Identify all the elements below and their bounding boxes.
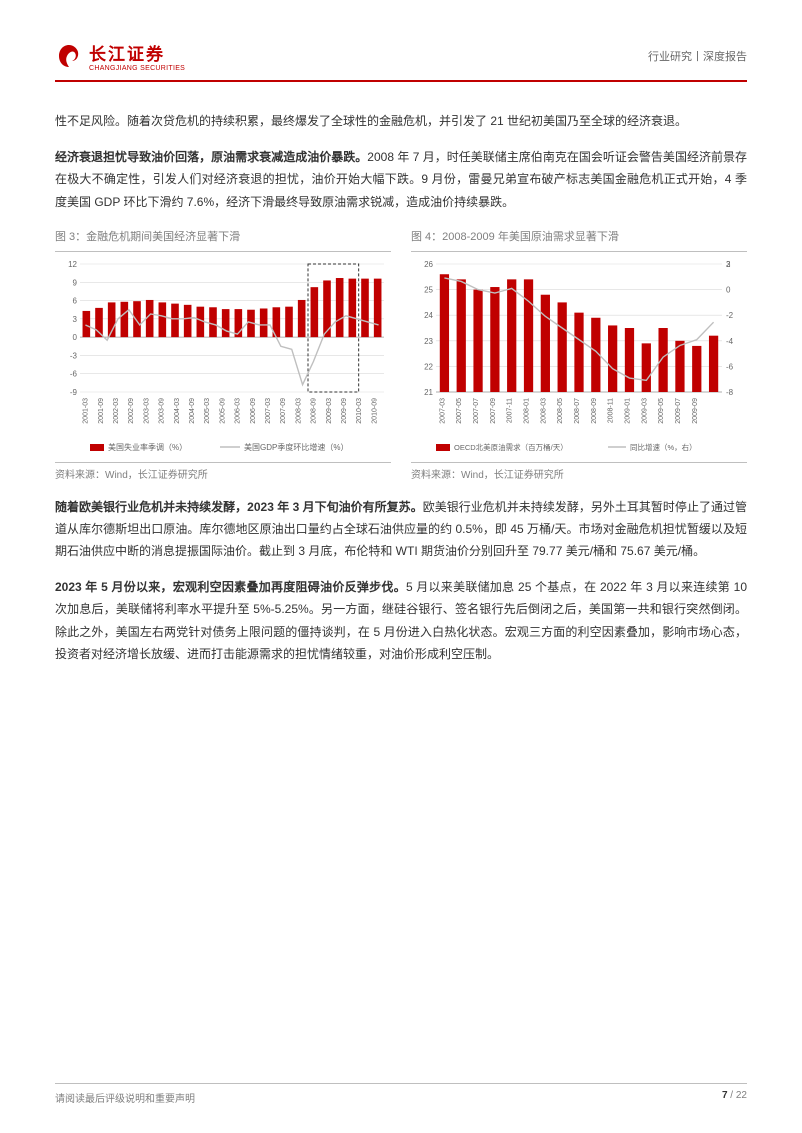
svg-text:-8: -8 xyxy=(726,388,734,397)
footer-disclaimer: 请阅读最后评级说明和重要声明 xyxy=(55,1090,195,1105)
page-footer: 请阅读最后评级说明和重要声明 7 / 22 xyxy=(55,1083,747,1105)
svg-text:2008-01: 2008-01 xyxy=(524,398,531,424)
svg-text:-3: -3 xyxy=(70,352,78,361)
svg-text:2007-03: 2007-03 xyxy=(265,398,272,424)
svg-text:2006-09: 2006-09 xyxy=(250,398,257,424)
paragraph-1: 性不足风险。随着次贷危机的持续积累，最终爆发了全球性的金融危机，并引发了 21 … xyxy=(55,110,747,132)
svg-text:24: 24 xyxy=(424,311,433,320)
svg-text:26: 26 xyxy=(424,260,433,269)
svg-text:-6: -6 xyxy=(70,370,78,379)
svg-text:2005-03: 2005-03 xyxy=(204,398,211,424)
svg-text:0: 0 xyxy=(726,286,731,295)
svg-text:2010-03: 2010-03 xyxy=(356,398,363,424)
svg-text:2007-09: 2007-09 xyxy=(490,398,497,424)
chart4-svg: 212223242526-8-6-4-20232007-032007-05200… xyxy=(411,258,747,458)
svg-text:2007-11: 2007-11 xyxy=(507,398,514,423)
svg-text:2008-09: 2008-09 xyxy=(311,398,318,424)
svg-text:2007-05: 2007-05 xyxy=(456,398,463,424)
svg-text:2001-03: 2001-03 xyxy=(83,398,90,424)
chart3-source: 资料来源：Wind，长江证券研究所 xyxy=(55,462,391,486)
svg-text:2008-09: 2008-09 xyxy=(591,398,598,424)
svg-text:25: 25 xyxy=(424,286,433,295)
page-header: 长江证券 CHANGJIANG SECURITIES 行业研究丨深度报告 xyxy=(55,40,747,82)
svg-text:2009-01: 2009-01 xyxy=(624,398,631,424)
chart4-title: 图 4：2008-2009 年美国原油需求显著下滑 xyxy=(411,227,747,252)
svg-text:6: 6 xyxy=(73,297,78,306)
svg-text:2004-03: 2004-03 xyxy=(174,398,181,424)
svg-text:-6: -6 xyxy=(726,362,734,371)
svg-text:2009-09: 2009-09 xyxy=(341,398,348,424)
svg-text:22: 22 xyxy=(424,362,433,371)
svg-text:3: 3 xyxy=(726,260,731,269)
svg-text:2008-11: 2008-11 xyxy=(608,398,615,423)
svg-text:2003-09: 2003-09 xyxy=(159,398,166,424)
brand-name-cn: 长江证券 xyxy=(89,40,185,65)
p4-lead: 2023 年 5 月份以来，宏观利空因素叠加再度阻碍油价反弹步伐。 xyxy=(55,580,406,594)
charts-row: 图 3：金融危机期间美国经济显著下滑 -9 -6 -3 0 3 6 9 12 2001-03 20… xyxy=(55,227,747,486)
svg-text:美国GDP季度环比增速（%）: 美国GDP季度环比增速（%） xyxy=(244,442,348,452)
svg-text:2007-07: 2007-07 xyxy=(473,398,480,424)
svg-text:2009-03: 2009-03 xyxy=(641,398,648,424)
svg-text:同比增速（%，右）: 同比增速（%，右） xyxy=(630,442,697,452)
doc-category: 行业研究丨深度报告 xyxy=(648,48,747,64)
chart4-source: 资料来源：Wind，长江证券研究所 xyxy=(411,462,747,486)
svg-text:2002-03: 2002-03 xyxy=(113,398,120,424)
chart-4: 图 4：2008-2009 年美国原油需求显著下滑 21 22 23 24 25 26 -8… xyxy=(411,227,747,486)
paragraph-4: 2023 年 5 月份以来，宏观利空因素叠加再度阻碍油价反弹步伐。5 月以来美联… xyxy=(55,576,747,665)
svg-text:2009-05: 2009-05 xyxy=(658,398,665,424)
svg-text:9: 9 xyxy=(73,278,78,287)
svg-text:2009-03: 2009-03 xyxy=(326,398,333,424)
p2-lead: 经济衰退担忧导致油价回落，原油需求衰减造成油价暴跌。 xyxy=(55,150,367,164)
svg-text:2008-03: 2008-03 xyxy=(540,398,547,424)
svg-text:2009-07: 2009-07 xyxy=(675,398,682,424)
svg-text:美国失业率季调（%）: 美国失业率季调（%） xyxy=(108,442,187,452)
svg-text:-4: -4 xyxy=(726,337,734,346)
svg-text:2008-03: 2008-03 xyxy=(295,398,302,424)
svg-text:2008-07: 2008-07 xyxy=(574,398,581,424)
svg-text:-2: -2 xyxy=(726,311,734,320)
svg-text:2007-09: 2007-09 xyxy=(280,398,287,424)
brand-logo: 长江证券 CHANGJIANG SECURITIES xyxy=(55,40,185,72)
svg-text:21: 21 xyxy=(424,388,433,397)
svg-text:2008-05: 2008-05 xyxy=(557,398,564,424)
brand-name-en: CHANGJIANG SECURITIES xyxy=(89,65,185,72)
svg-text:2003-03: 2003-03 xyxy=(143,398,150,424)
svg-text:12: 12 xyxy=(68,260,77,269)
svg-text:2005-09: 2005-09 xyxy=(219,398,226,424)
svg-text:2004-09: 2004-09 xyxy=(189,398,196,424)
p3-lead: 随着欧美银行业危机并未持续发酵，2023 年 3 月下旬油价有所复苏。 xyxy=(55,500,423,514)
chart3-svg: -9 -6 -3 0 3 6 9 12 2001-03 2001-09 2002-03 2002-09… xyxy=(55,258,391,458)
svg-text:-9: -9 xyxy=(70,388,78,397)
page-number: 7 / 22 xyxy=(722,1090,747,1105)
chart3-title: 图 3：金融危机期间美国经济显著下滑 xyxy=(55,227,391,252)
svg-text:OECD北美原油需求（百万桶/天）: OECD北美原油需求（百万桶/天） xyxy=(454,442,568,452)
svg-text:2010-09: 2010-09 xyxy=(371,398,378,424)
phoenix-icon xyxy=(55,42,83,70)
body-content: 性不足风险。随着次贷危机的持续积累，最终爆发了全球性的金融危机，并引发了 21 … xyxy=(55,110,747,665)
svg-text:23: 23 xyxy=(424,337,433,346)
svg-text:2006-03: 2006-03 xyxy=(235,398,242,424)
chart-3: 图 3：金融危机期间美国经济显著下滑 -9 -6 -3 0 3 6 9 12 2001-03 20… xyxy=(55,227,391,486)
svg-text:0: 0 xyxy=(73,333,78,342)
svg-text:2007-03: 2007-03 xyxy=(439,398,446,424)
svg-text:2001-09: 2001-09 xyxy=(98,398,105,424)
svg-text:2009-09: 2009-09 xyxy=(692,398,699,424)
paragraph-3: 随着欧美银行业危机并未持续发酵，2023 年 3 月下旬油价有所复苏。欧美银行业… xyxy=(55,496,747,563)
svg-text:2002-09: 2002-09 xyxy=(128,398,135,424)
paragraph-2: 经济衰退担忧导致油价回落，原油需求衰减造成油价暴跌。2008 年 7 月，时任美… xyxy=(55,146,747,213)
svg-text:3: 3 xyxy=(73,315,78,324)
